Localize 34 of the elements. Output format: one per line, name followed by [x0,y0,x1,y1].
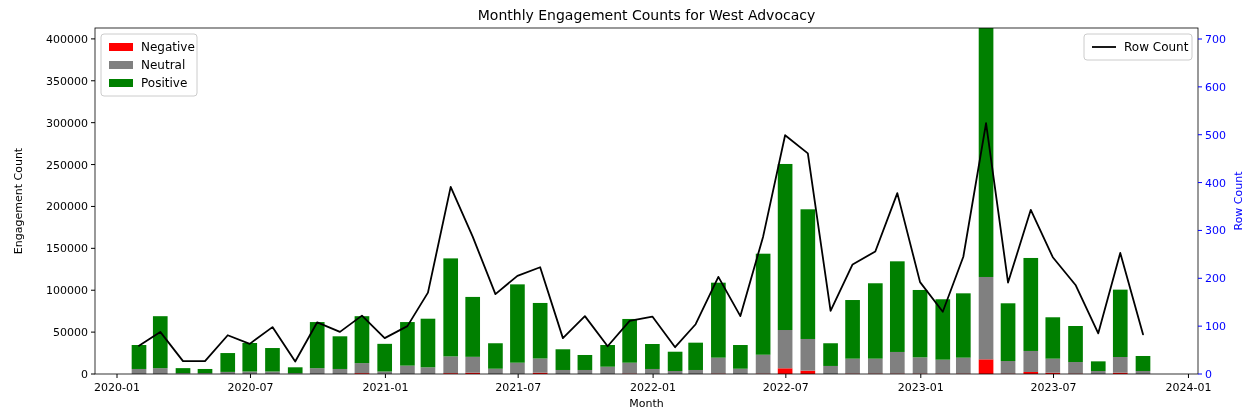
x-tick-label: 2020-07 [227,381,274,394]
x-tick-label: 2021-07 [495,381,542,394]
x-tick-label: 2023-01 [897,381,944,394]
x-tick-label: 2022-01 [630,381,677,394]
y-tick-label: 300000 [46,116,88,130]
x-tick-label: 2024-01 [1165,381,1212,394]
x-axis-title: Month [629,397,664,410]
legend-label: Positive [141,76,188,90]
chart-title: Monthly Engagement Counts for West Advocacy [477,7,816,23]
y2-tick-label: 0 [1205,368,1212,381]
y2-tick-label: 100 [1205,320,1226,334]
legend-label: Row Count [1124,40,1189,54]
y-tick-label: 350000 [46,74,88,88]
legend-label: Neutral [141,58,186,72]
y2-tick-label: 600 [1205,80,1226,94]
y-tick-label: 100000 [46,284,88,298]
y-tick-label: 150000 [46,242,88,256]
y-axis-title: Engagement Count [12,147,25,255]
y-tick-label: 0 [81,368,88,381]
y2-tick-label: 500 [1205,128,1226,142]
y2-axis-title: Row Count [1232,170,1245,231]
y2-tick-label: 300 [1205,224,1226,238]
y-tick-label: 250000 [46,158,88,172]
y2-tick-label: 200 [1205,272,1226,286]
y2-tick-label: 400 [1205,176,1226,190]
x-tick-label: 2021-01 [362,381,409,394]
x-tick-label: 2022-07 [762,381,809,394]
y-tick-label: 200000 [46,200,88,214]
legend-label: Negative [141,40,195,54]
y2-tick-label: 700 [1205,33,1226,47]
x-tick-label: 2020-01 [94,381,140,394]
y-tick-label: 50000 [53,326,88,340]
x-tick-label: 2023-07 [1030,381,1077,394]
y-tick-label: 400000 [46,32,88,46]
